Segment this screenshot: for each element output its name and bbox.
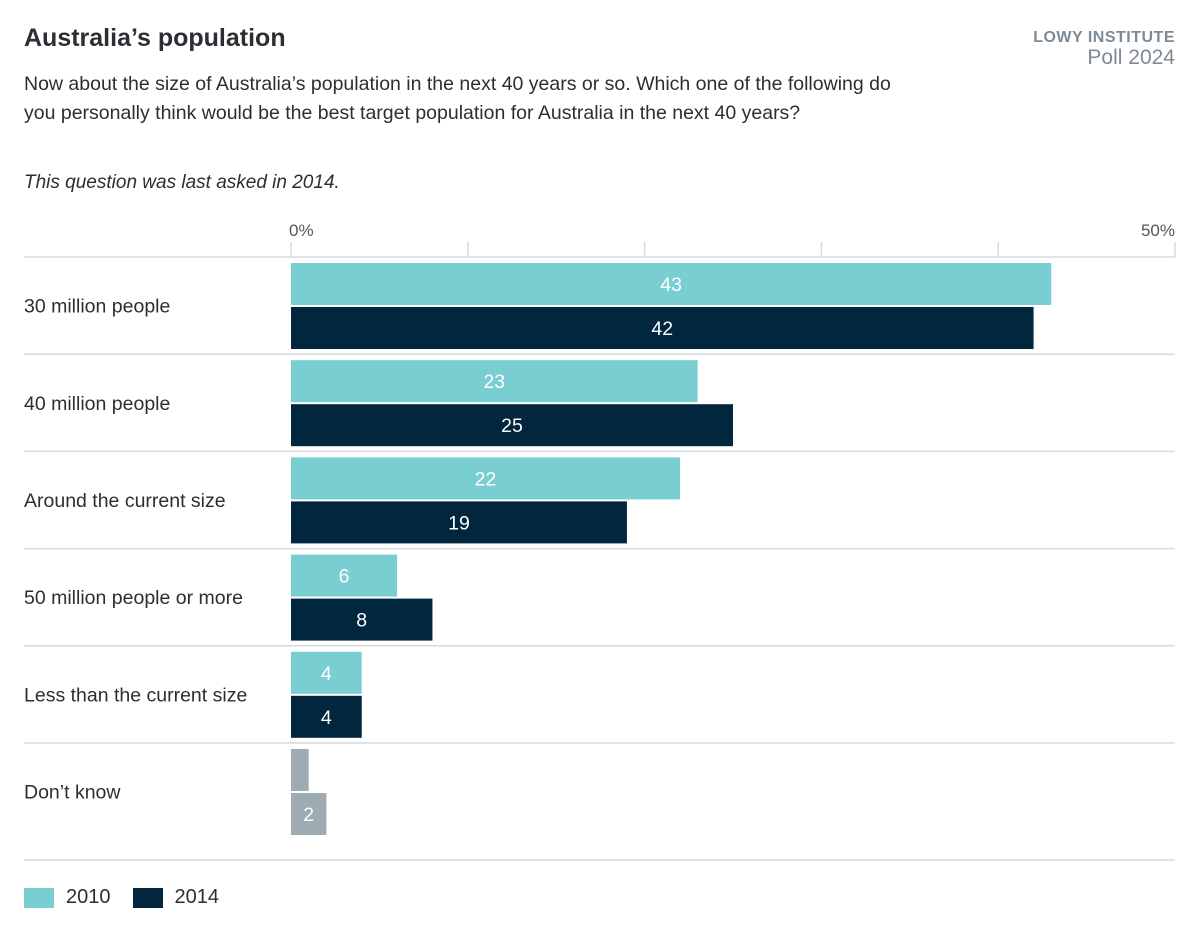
brand-line1: LOWY INSTITUTE <box>1033 29 1175 46</box>
brand-line2: Poll 2024 <box>1087 46 1175 69</box>
bar-2010 <box>291 554 398 597</box>
brand-logo: LOWY INSTITUTE Poll 2024 <box>1033 29 1175 69</box>
category-label: Don’t know <box>24 782 121 804</box>
bar-2014 <box>291 598 433 641</box>
data-label: 8 <box>356 610 367 632</box>
legend-label-2014: 2014 <box>174 886 220 908</box>
data-label: 43 <box>660 274 682 296</box>
data-label: 4 <box>321 663 332 685</box>
legend: 2010 2014 <box>24 886 241 909</box>
legend-label-2010: 2010 <box>66 886 111 908</box>
category-label: Less than the current size <box>24 684 247 706</box>
data-label: 22 <box>475 468 497 490</box>
question-text: Now about the size of Australia’s popula… <box>24 73 891 124</box>
tick-label: 50% <box>1141 221 1175 240</box>
category-label: 30 million people <box>24 296 170 318</box>
legend-swatch-2010 <box>24 887 54 908</box>
bar-2010 <box>291 651 362 694</box>
chart-title: Australia’s population <box>24 24 286 52</box>
data-label: 19 <box>448 512 470 534</box>
tick-label: 0% <box>289 221 314 240</box>
legend-item-2010: 2010 <box>24 886 111 909</box>
bar-2014 <box>291 404 733 447</box>
bar-2010 <box>291 749 309 791</box>
legend-item-2014: 2014 <box>132 886 220 909</box>
bar-2010 <box>291 360 698 403</box>
category-label: 40 million people <box>24 393 170 415</box>
bar-2010 <box>291 263 1052 305</box>
bar-2014 <box>291 501 627 544</box>
bar-2014 <box>291 695 362 738</box>
note-text: This question was last asked in 2014. <box>24 172 340 193</box>
legend-swatch-2014 <box>132 887 163 908</box>
data-label: 23 <box>483 371 505 393</box>
category-label: Around the current size <box>24 490 226 512</box>
data-label: 2 <box>303 804 314 826</box>
data-label: 6 <box>339 566 350 588</box>
data-label: 25 <box>501 415 523 437</box>
bar-2010 <box>291 457 680 500</box>
bar-2014 <box>291 793 327 835</box>
data-label: 42 <box>651 318 673 340</box>
category-label: 50 million people or more <box>24 587 243 609</box>
bar-2014 <box>291 307 1034 349</box>
data-label: 4 <box>321 707 332 729</box>
